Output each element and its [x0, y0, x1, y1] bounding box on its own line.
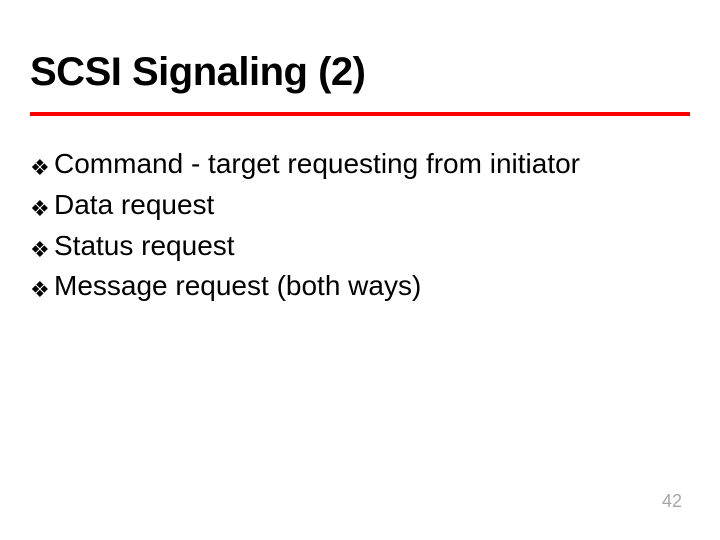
bullet-text: Status request [54, 227, 235, 265]
list-item: ❖ Command - target requesting from initi… [30, 145, 670, 183]
bullet-text: Message request (both ways) [54, 267, 421, 305]
bullet-text: Data request [54, 186, 214, 224]
slide: SCSI Signaling (2) ❖ Command - target re… [0, 0, 720, 540]
bullet-list: ❖ Command - target requesting from initi… [30, 145, 670, 308]
bullet-text: Command - target requesting from initiat… [54, 145, 580, 183]
bullet-icon: ❖ [30, 275, 54, 305]
list-item: ❖ Data request [30, 186, 670, 224]
title-divider [30, 112, 690, 116]
list-item: ❖ Status request [30, 227, 670, 265]
slide-title: SCSI Signaling (2) [30, 50, 365, 95]
bullet-icon: ❖ [30, 194, 54, 224]
bullet-icon: ❖ [30, 235, 54, 265]
bullet-icon: ❖ [30, 153, 54, 183]
page-number: 42 [662, 491, 682, 512]
list-item: ❖ Message request (both ways) [30, 267, 670, 305]
